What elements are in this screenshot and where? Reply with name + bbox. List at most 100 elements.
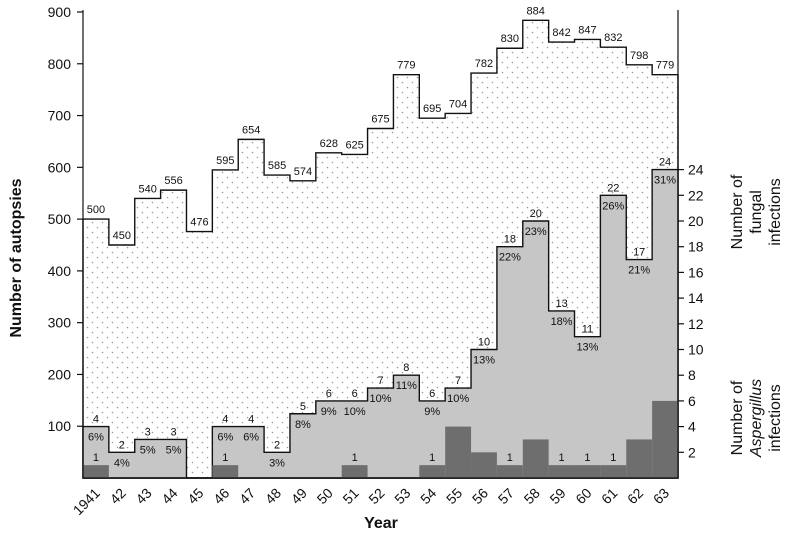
fungal-percent-label: 4% — [114, 457, 130, 469]
right-tick-label: 20 — [688, 213, 704, 229]
aspergillus-bar — [496, 465, 523, 478]
autopsies-data-label: 625 — [345, 139, 363, 151]
right-tick-label: 12 — [688, 316, 704, 332]
fungal-percent-label: 3% — [269, 457, 285, 469]
autopsies-data-label: 695 — [423, 103, 441, 115]
x-tick-label: 52 — [365, 485, 387, 507]
fungal-percent-label: 26% — [602, 200, 624, 212]
autopsies-data-label: 779 — [656, 60, 674, 72]
aspergillus-bar — [341, 465, 368, 478]
right-tick-label: 24 — [688, 162, 704, 178]
x-tick-label: 42 — [107, 485, 129, 507]
x-tick-label: 61 — [598, 485, 620, 507]
fungal-count-label: 8 — [403, 362, 409, 374]
aspergillus-count-label: 1 — [352, 452, 358, 464]
fungal-percent-label: 8% — [295, 419, 311, 431]
aspergillus-bar — [212, 465, 239, 478]
fungal-count-label: 10 — [478, 337, 490, 349]
fungal-percent-label: 9% — [321, 406, 337, 418]
autopsies-data-label: 556 — [164, 175, 182, 187]
fungal-count-label: 4 — [93, 414, 99, 426]
aspergillus-bar — [600, 465, 627, 478]
fungal-count-label: 2 — [274, 439, 280, 451]
fungal-count-label: 6 — [352, 388, 358, 400]
right-tick-label: 6 — [688, 393, 696, 409]
left-tick-label: 700 — [48, 108, 72, 124]
left-tick-label: 800 — [48, 56, 72, 72]
x-tick-label: 47 — [236, 485, 258, 507]
right-top-title-line-1: Number of — [729, 174, 746, 249]
autopsies-data-label: 654 — [242, 124, 260, 136]
fungal-percent-label: 6% — [243, 432, 259, 444]
right-top-axis-title: Number of fungal infections — [729, 174, 784, 249]
autopsies-data-label: 675 — [371, 114, 389, 126]
autopsies-data-label: 798 — [630, 50, 648, 62]
left-tick-label: 500 — [48, 211, 72, 227]
x-tick-label: 54 — [417, 485, 439, 507]
left-tick-label: 200 — [48, 366, 72, 382]
fungal-count-label: 22 — [607, 182, 619, 194]
fungal-count-label: 6 — [429, 388, 435, 400]
aspergillus-count-label: 1 — [93, 452, 99, 464]
fungal-count-label: 11 — [582, 324, 593, 336]
right-top-title-line-2: fungal — [748, 190, 765, 234]
x-tick-label: 43 — [132, 485, 154, 507]
fungal-percent-label: 11% — [396, 380, 417, 392]
aspergillus-bar — [419, 465, 446, 478]
autopsies-data-label: 574 — [294, 166, 312, 178]
aspergillus-count-label: 1 — [222, 452, 228, 464]
fungal-percent-label: 6% — [88, 432, 104, 444]
fungal-percent-label: 9% — [424, 406, 440, 418]
fungal-count-label: 13 — [555, 298, 567, 310]
x-tick-label: 62 — [624, 485, 646, 507]
fungal-count-label: 4 — [222, 414, 228, 426]
left-y-axis-title: Number of autopsies — [8, 178, 25, 337]
x-tick-label: 49 — [288, 485, 310, 507]
autopsies-data-label: 500 — [87, 204, 105, 216]
right-tick-label: 8 — [688, 367, 696, 383]
fungal-count-label: 7 — [377, 375, 383, 387]
autopsies-data-label: 842 — [552, 27, 570, 39]
aspergillus-count-label: 1 — [507, 452, 513, 464]
x-tick-label: 56 — [469, 485, 491, 507]
aspergillus-count-label: 1 — [429, 452, 435, 464]
autopsies-data-label: 476 — [190, 217, 208, 229]
aspergillus-count-label: 1 — [610, 452, 616, 464]
aspergillus-bar — [83, 465, 109, 478]
left-tick-label: 400 — [48, 263, 72, 279]
left-tick-label: 100 — [48, 418, 72, 434]
x-tick-label: 58 — [521, 485, 543, 507]
autopsies-data-label: 847 — [578, 24, 596, 36]
right-tick-label: 2 — [688, 444, 696, 460]
x-tick-label: 46 — [210, 485, 232, 507]
fungal-count-label: 17 — [633, 247, 645, 259]
x-tick-label: 48 — [262, 485, 284, 507]
left-tick-label: 300 — [48, 315, 72, 331]
aspergillus-bar — [445, 426, 472, 478]
right-tick-label: 22 — [688, 187, 704, 203]
fungal-count-label: 4 — [248, 414, 254, 426]
fungal-count-label: 5 — [300, 401, 306, 413]
x-tick-label: 57 — [495, 485, 517, 507]
fungal-percent-label: 10% — [447, 393, 469, 405]
fungal-count-label: 24 — [659, 157, 671, 169]
fungal-count-label: 3 — [145, 426, 151, 438]
x-tick-label: 51 — [339, 485, 361, 507]
x-tick-label: 53 — [391, 485, 413, 507]
fungal-percent-label: 6% — [217, 432, 233, 444]
autopsies-data-label: 830 — [501, 33, 519, 45]
x-tick-label: 60 — [572, 485, 594, 507]
right-bottom-title-line-1: Number of — [729, 380, 746, 455]
left-tick-label: 900 — [48, 4, 72, 20]
fungal-percent-label: 23% — [525, 226, 547, 238]
fungal-count-label: 20 — [530, 208, 542, 220]
x-tick-label: 63 — [650, 485, 672, 507]
x-tick-label: 1941 — [70, 485, 103, 518]
fungal-count-label: 2 — [119, 439, 125, 451]
axis-titles: Year Number of autopsies Number of funga… — [8, 174, 784, 532]
fungal-count-label: 18 — [504, 234, 516, 246]
autopsies-data-label: 884 — [527, 5, 545, 17]
aspergillus-bar — [574, 465, 601, 478]
autopsies-data-label: 704 — [449, 98, 467, 110]
